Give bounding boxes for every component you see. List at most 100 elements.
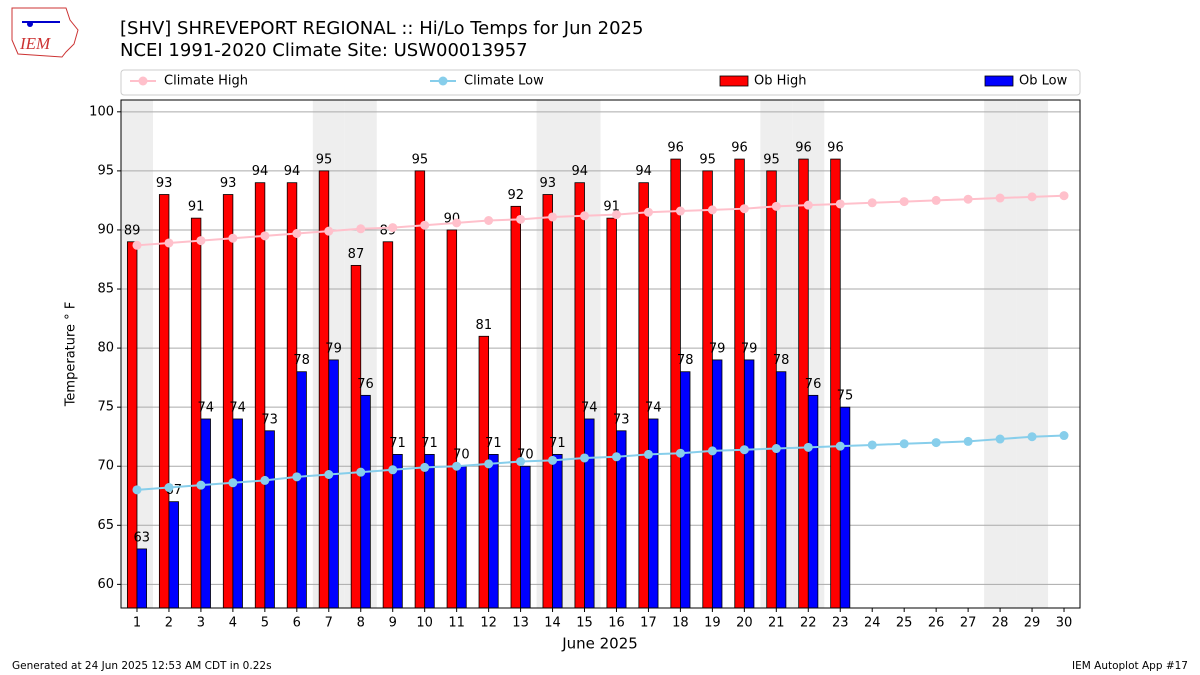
x-tick-label: 1	[133, 616, 141, 631]
bar	[488, 454, 499, 609]
climate-point	[292, 228, 302, 238]
bar	[584, 418, 595, 609]
bar	[414, 170, 426, 609]
value-label: 89	[124, 223, 141, 238]
x-tick-label: 4	[229, 616, 237, 631]
climate-point	[995, 434, 1005, 444]
climate-point	[228, 478, 238, 488]
x-tick-label: 19	[704, 616, 721, 631]
value-label: 74	[229, 400, 246, 415]
bar	[382, 241, 394, 609]
bar	[478, 335, 490, 609]
climate-point	[388, 223, 398, 233]
value-label: 95	[316, 152, 333, 167]
bar	[766, 170, 777, 609]
bar	[360, 394, 371, 609]
bar	[424, 454, 435, 609]
climate-point	[516, 214, 526, 224]
climate-point	[771, 201, 781, 211]
bar	[830, 158, 841, 609]
x-tick-label: 6	[293, 616, 301, 631]
climate-point	[484, 216, 494, 226]
climate-point	[196, 480, 206, 490]
climate-point	[803, 200, 813, 210]
climate-point	[899, 197, 909, 207]
value-label: 71	[421, 436, 438, 451]
climate-point	[420, 462, 430, 472]
climate-point	[580, 211, 590, 221]
climate-point	[707, 446, 717, 456]
climate-point	[963, 436, 973, 446]
climate-point	[931, 438, 941, 448]
x-tick-label: 9	[389, 616, 397, 631]
climate-point	[164, 482, 174, 492]
climate-point	[452, 461, 462, 471]
x-tick-label: 11	[448, 616, 465, 631]
x-tick-label: 16	[608, 616, 625, 631]
bar	[264, 430, 275, 609]
value-label: 78	[293, 353, 310, 368]
bar	[574, 182, 585, 609]
value-label: 95	[763, 152, 780, 167]
climate-point	[611, 210, 621, 220]
value-label: 79	[709, 341, 726, 356]
climate-point	[643, 449, 653, 459]
bar	[126, 241, 138, 609]
value-label: 95	[412, 152, 429, 167]
climate-point	[548, 212, 558, 222]
value-label: 95	[699, 152, 716, 167]
value-label: 74	[197, 400, 214, 415]
y-tick-label: 70	[97, 459, 114, 474]
value-label: 71	[549, 436, 566, 451]
value-label: 93	[156, 176, 173, 191]
climate-line	[136, 434, 1065, 491]
legend-swatch	[984, 75, 1014, 87]
climate-point	[771, 444, 781, 454]
x-tick-label: 22	[800, 616, 817, 631]
climate-point	[835, 199, 845, 209]
climate-point	[643, 207, 653, 217]
climate-point	[995, 193, 1005, 203]
climate-point	[931, 195, 941, 205]
bar	[638, 182, 649, 609]
legend-swatch	[719, 75, 749, 87]
bar	[520, 465, 531, 609]
value-label: 96	[667, 141, 684, 156]
value-label: 78	[677, 353, 694, 368]
climate-point	[899, 439, 909, 449]
y-tick-label: 80	[97, 341, 114, 356]
bar	[542, 194, 553, 609]
weekend-band	[1016, 100, 1049, 608]
value-label: 63	[134, 530, 151, 545]
climate-point	[452, 218, 462, 228]
bar	[392, 454, 403, 609]
climate-point	[675, 448, 685, 458]
y-tick-label: 95	[97, 163, 114, 178]
bar	[743, 359, 755, 609]
value-label: 70	[453, 448, 470, 463]
value-label: 76	[805, 377, 822, 392]
bar	[318, 170, 330, 609]
x-tick-label: 2	[165, 616, 173, 631]
value-label: 79	[741, 341, 758, 356]
bar	[232, 418, 243, 609]
climate-line	[136, 194, 1065, 247]
legend-label: Ob High	[754, 74, 807, 89]
climate-point	[516, 457, 526, 467]
value-label: 94	[252, 164, 269, 179]
value-label: 87	[348, 247, 365, 262]
climate-point	[132, 485, 142, 495]
x-tick-label: 27	[960, 616, 977, 631]
y-tick-label: 75	[97, 400, 114, 415]
x-tick-label: 26	[928, 616, 945, 631]
value-label: 94	[571, 164, 588, 179]
climate-point	[1027, 192, 1037, 202]
bar	[456, 465, 467, 609]
value-label: 92	[508, 188, 525, 203]
climate-point	[675, 206, 685, 216]
y-tick-label: 85	[97, 282, 114, 297]
value-label: 94	[284, 164, 301, 179]
y-tick-label: 60	[97, 577, 114, 592]
climate-point	[228, 233, 238, 243]
